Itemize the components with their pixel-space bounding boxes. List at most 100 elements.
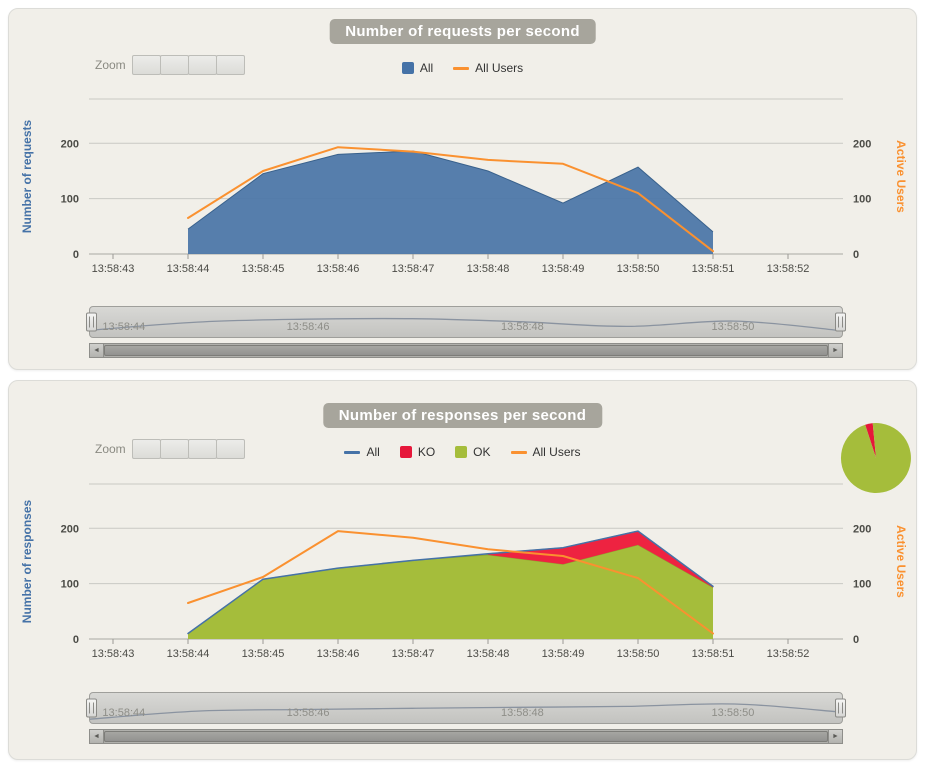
x-axis-label: 13:58:44	[167, 263, 210, 275]
navigator-right-handle[interactable]	[835, 698, 846, 718]
legend-item-all[interactable]: All	[401, 61, 434, 75]
responses-chart-legend: All KO OK All Users	[9, 445, 916, 459]
series-edge-all	[187, 150, 714, 233]
x-axis-label: 13:58:46	[317, 263, 360, 275]
x-axis-label: 13:58:44	[167, 648, 210, 660]
legend-item-ko[interactable]: KO	[399, 445, 435, 459]
legend-item-all-users[interactable]: All Users	[510, 445, 581, 459]
navigator-series-line	[90, 703, 842, 720]
series-line-all-users	[187, 146, 714, 253]
y-axis-title-left: Number of responses	[20, 499, 34, 623]
navigator-time-label: 13:58:48	[500, 707, 544, 719]
x-axis-label: 13:58:48	[467, 263, 510, 275]
requests-chart-plot: 0 0 100 100 200 200 13:58:43 13:58:44 13:58:45 13…	[20, 98, 908, 275]
y-axis-tick-label-right: 200	[853, 138, 871, 150]
x-axis-label: 13:58:49	[542, 263, 585, 275]
x-axis-label: 13:58:45	[242, 648, 285, 660]
legend-square-marker-icon	[401, 62, 414, 74]
x-axis-label: 13:58:52	[767, 263, 810, 275]
pie-slice-ok	[840, 423, 911, 494]
y-axis-tick-label-left: 0	[73, 634, 79, 646]
x-axis-label: 13:58:49	[542, 648, 585, 660]
legend-square-marker-icon	[455, 446, 468, 458]
navigator-time-label: 13:58:48	[500, 321, 544, 333]
legend-label: OK	[473, 445, 491, 459]
y-axis-title-left: Number of requests	[20, 119, 34, 233]
scroll-right-arrow-icon[interactable]: ►	[828, 729, 843, 744]
x-axis-label: 13:58:51	[692, 263, 735, 275]
legend-label: All Users	[532, 445, 581, 459]
y-axis-tick-label-left: 0	[73, 249, 79, 261]
y-axis-tick-label-right: 100	[853, 194, 871, 206]
zoom-button-4[interactable]	[215, 55, 245, 75]
navigator-time-label: 13:58:50	[711, 321, 755, 333]
y-axis-tick-label-left: 200	[61, 523, 79, 535]
navigator-right-handle[interactable]	[835, 312, 846, 332]
scrollbar-thumb[interactable]	[104, 345, 828, 356]
legend-label: All Users	[475, 61, 524, 75]
x-axis-label: 13:58:45	[242, 263, 285, 275]
legend-line-marker-icon	[510, 450, 527, 454]
y-axis-tick-label-right: 200	[853, 523, 871, 535]
zoom-control: Zoom	[95, 55, 245, 75]
zoom-control: Zoom	[95, 439, 245, 459]
x-axis-label: 13:58:48	[467, 648, 510, 660]
responses-chart-scrollbar: ◄ ►	[89, 729, 843, 744]
scrollbar-track[interactable]	[104, 729, 828, 744]
y-axis-tick-label-right: 0	[853, 249, 859, 261]
y-axis-tick-label-left: 100	[61, 579, 79, 591]
responses-per-second-panel: Number of responses per second Zoom All K…	[8, 380, 917, 760]
y-axis-tick-label-left: 200	[61, 138, 79, 150]
scroll-right-arrow-icon[interactable]: ►	[828, 343, 843, 358]
responses-chart-plot: 0 0 100 100 200 200 13:58:43 13:58:44 13:58:45 13…	[20, 483, 908, 660]
scrollbar-track[interactable]	[104, 343, 828, 358]
zoom-buttons	[131, 55, 245, 75]
x-axis-label: 13:58:46	[317, 648, 360, 660]
navigator-left-handle[interactable]	[86, 698, 97, 718]
responses-chart-navigator[interactable]: 13:58:44 13:58:46 13:58:48 13:58:50	[86, 692, 846, 724]
x-axis-label: 13:58:51	[692, 648, 735, 660]
navigator-mini-chart	[90, 703, 842, 720]
navigator-time-label: 13:58:46	[286, 707, 330, 719]
requests-chart-legend: All All Users	[9, 61, 916, 75]
scroll-left-arrow-icon[interactable]: ◄	[89, 343, 104, 358]
y-axis-title-right: Active Users	[894, 140, 908, 213]
x-axis-label: 13:58:43	[92, 263, 135, 275]
requests-chart-navigator[interactable]: 13:58:44 13:58:46 13:58:48 13:58:50	[86, 306, 846, 338]
y-axis-title-right: Active Users	[894, 525, 908, 598]
navigator-left-handle[interactable]	[86, 312, 97, 332]
legend-line-marker-icon	[453, 66, 470, 70]
navigator-series-line	[90, 317, 842, 332]
scroll-left-arrow-icon[interactable]: ◄	[89, 729, 104, 744]
y-axis-tick-label-right: 100	[853, 579, 871, 591]
x-axis-label: 13:58:52	[767, 648, 810, 660]
requests-per-second-panel: Number of requests per second Zoom All Al…	[8, 8, 917, 370]
requests-chart-scrollbar: ◄ ►	[89, 343, 843, 358]
y-axis-tick-label-left: 100	[61, 194, 79, 206]
legend-item-ok[interactable]: OK	[455, 445, 491, 459]
responses-chart-title: Number of responses per second	[322, 403, 603, 428]
x-axis-label: 13:58:50	[617, 263, 660, 275]
series-area-all	[188, 151, 713, 254]
requests-chart-title: Number of requests per second	[329, 19, 596, 44]
legend-line-marker-icon	[344, 450, 361, 454]
x-axis-label: 13:58:47	[392, 263, 435, 275]
zoom-label: Zoom	[95, 442, 126, 456]
series-line-all	[187, 530, 714, 635]
pie-slice-ko	[865, 423, 876, 458]
x-axis-label: 13:58:47	[392, 648, 435, 660]
navigator-time-label: 13:58:46	[286, 321, 330, 333]
series-area-ok	[188, 544, 713, 639]
y-axis-tick-label-right: 0	[853, 634, 859, 646]
legend-item-all[interactable]: All	[344, 445, 380, 459]
zoom-button-4[interactable]	[215, 439, 245, 459]
navigator-mini-chart	[90, 317, 842, 332]
ok-ko-pie-chart	[840, 423, 911, 494]
x-axis-label: 13:58:50	[617, 648, 660, 660]
scrollbar-thumb[interactable]	[104, 731, 828, 742]
legend-item-all-users[interactable]: All Users	[453, 61, 523, 75]
x-axis-label: 13:58:43	[92, 648, 135, 660]
legend-label: All	[419, 61, 434, 75]
zoom-label: Zoom	[95, 58, 126, 72]
legend-square-marker-icon	[399, 446, 412, 458]
